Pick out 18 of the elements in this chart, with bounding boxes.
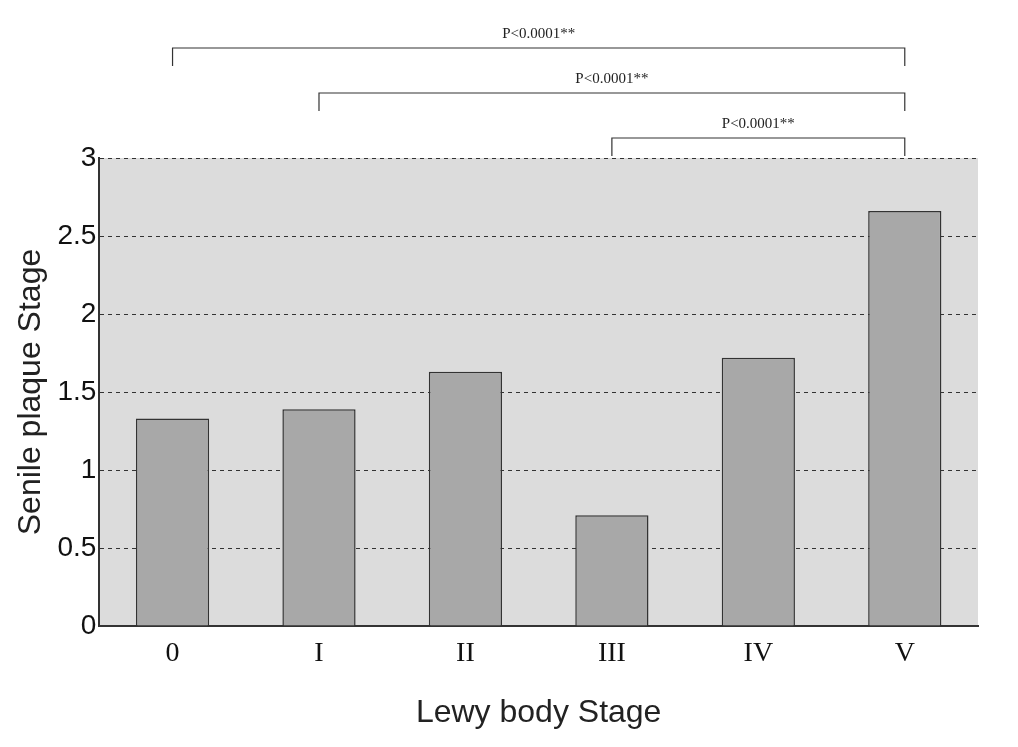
x-tick-label: 0 [165,636,180,668]
y-tick-label: 2.5 [57,218,97,250]
y-tick-label: 0 [80,608,97,640]
text: P<0.0001** [721,115,795,132]
x-tick-label: III [597,636,626,668]
y-tick-label: 2 [80,296,97,328]
x-tick-label: IV [743,636,774,668]
x-tick-label: I [314,636,324,668]
y-tick-label: 3 [80,140,97,172]
x-tick-label: V [894,636,915,668]
x-axis-title: Lewy body Stage [415,692,662,729]
text: P<0.0001** [575,70,649,87]
y-axis-title: Senile plaque Stage [11,248,48,536]
y-tick-label: 0.5 [57,530,97,562]
text: P<0.0001** [502,25,576,42]
y-tick-label: 1 [80,452,97,484]
x-tick-label: II [456,636,475,668]
y-tick-label: 1.5 [57,374,97,406]
